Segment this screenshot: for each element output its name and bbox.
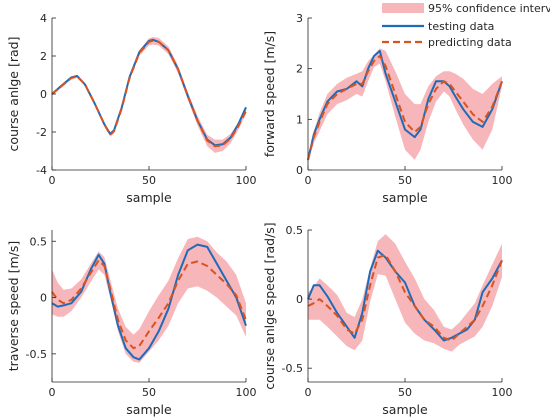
legend-ci-label: 95% confidence interval [428,2,550,15]
x-tick-label: 0 [305,386,312,399]
y-axis-label: course anlge speed [rad/s] [262,222,277,389]
x-tick-label: 0 [49,386,56,399]
y-tick-label: 0 [40,292,47,305]
y-tick-label: -0.5 [282,362,303,375]
y-tick-label: 0.5 [30,235,48,248]
panel-1: 0 50 100 -4 -2 0 2 4 sample course anlge [rad] [6,12,257,205]
x-tick-label: 0 [305,174,312,187]
panel-3: 0 50 100 -0.5 0 0.5 sample traverse speed [m/s] [6,230,257,417]
ci-band [308,48,502,163]
ci-band [308,234,502,352]
y-tick-label: 4 [40,12,47,25]
y-tick-label: -4 [36,164,47,177]
y-tick-label: 0 [296,293,303,306]
y-tick-label: 0 [40,88,47,101]
predicting-line [51,259,247,350]
testing-line [51,243,247,361]
x-tick-label: 50 [398,386,412,399]
x-tick-label: 100 [236,386,257,399]
y-axis-label: traverse speed [m/s] [6,241,21,372]
y-axis-label: course anlge [rad] [6,37,21,152]
x-tick-label: 0 [49,174,56,187]
y-tick-label: 1 [296,113,303,126]
predicting-line [51,39,247,148]
legend-ci-swatch [382,3,424,13]
legend-predicting-label: predicting data [428,36,512,49]
x-axis-label: sample [126,190,172,205]
x-tick-label: 100 [492,174,513,187]
x-axis-label: sample [382,190,428,205]
x-axis-label: sample [126,402,172,417]
predicting-line [307,253,503,342]
y-tick-label: 3 [296,12,303,25]
testing-line [307,249,503,342]
y-tick-label: -0.5 [26,348,47,361]
ci-band [52,236,246,363]
x-axis-label: sample [382,402,428,417]
x-tick-label: 50 [142,386,156,399]
x-tick-label: 50 [142,174,156,187]
y-tick-label: 0.5 [286,224,304,237]
y-tick-label: 2 [296,63,303,76]
testing-line [51,38,247,147]
panel-2: 0 50 100 0 1 2 3 sample forward speed [m/s] [262,12,513,205]
testing-line [307,49,503,161]
y-axis-label: forward speed [m/s] [262,31,277,157]
y-tick-label: -2 [36,126,47,139]
legend: 95% confidence interval testing data pre… [382,2,550,49]
x-tick-label: 100 [492,386,513,399]
ci-band [52,37,246,153]
legend-testing-label: testing data [428,20,494,33]
x-tick-label: 50 [398,174,412,187]
y-tick-label: 2 [40,50,47,63]
x-tick-label: 100 [236,174,257,187]
y-tick-label: 0 [296,164,303,177]
predicting-line [307,55,503,161]
